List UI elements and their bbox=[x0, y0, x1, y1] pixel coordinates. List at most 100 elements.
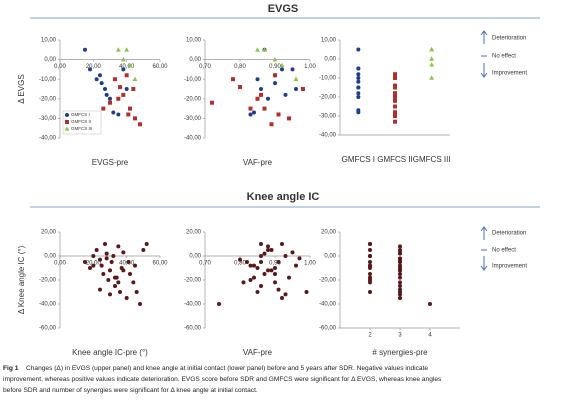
point bbox=[368, 260, 372, 264]
point bbox=[262, 251, 267, 256]
point bbox=[94, 248, 99, 252]
y-tick-label: -20,00 bbox=[184, 278, 202, 284]
legend-marker bbox=[65, 120, 69, 124]
point bbox=[259, 260, 263, 264]
y-tick-label: 0,00 bbox=[44, 57, 56, 63]
point bbox=[398, 260, 402, 264]
point bbox=[116, 96, 121, 101]
point bbox=[356, 91, 361, 96]
x-axis-title: VAF-pre bbox=[243, 348, 273, 357]
point bbox=[116, 280, 121, 285]
y-tick-label: -60,00 bbox=[184, 326, 202, 332]
point bbox=[280, 242, 284, 246]
point bbox=[259, 92, 263, 97]
point bbox=[273, 280, 277, 285]
point bbox=[429, 46, 435, 52]
legend-label: GMFCS I bbox=[71, 112, 90, 117]
point bbox=[393, 110, 397, 115]
side-note: Improvement bbox=[492, 264, 527, 270]
point bbox=[131, 87, 136, 91]
y-tick-label: -10,00 bbox=[184, 77, 202, 83]
y-tick-label: 20,00 bbox=[41, 230, 57, 236]
x-tick-label: 0,70 bbox=[199, 261, 211, 267]
point bbox=[120, 57, 126, 62]
point bbox=[91, 263, 96, 268]
y-tick-label: -10,00 bbox=[319, 76, 337, 82]
point bbox=[398, 263, 402, 268]
point bbox=[116, 244, 121, 249]
point bbox=[106, 278, 111, 282]
legend-label: GMFCS III bbox=[71, 126, 92, 131]
point bbox=[248, 263, 253, 268]
point bbox=[88, 266, 92, 270]
point bbox=[269, 248, 274, 252]
point bbox=[91, 254, 96, 258]
section-title: Knee angle IC bbox=[247, 191, 320, 203]
point bbox=[356, 47, 361, 52]
point bbox=[121, 67, 126, 72]
point bbox=[287, 275, 291, 280]
point bbox=[266, 96, 270, 101]
point bbox=[255, 77, 260, 82]
point bbox=[368, 275, 372, 280]
point bbox=[128, 106, 132, 111]
x-tick-label: 0,90 bbox=[269, 261, 281, 267]
y-tick-label: -40,00 bbox=[319, 133, 337, 139]
x-tick-label: 60,00 bbox=[152, 64, 168, 70]
point bbox=[266, 248, 270, 252]
legend-marker bbox=[64, 126, 70, 131]
point bbox=[262, 272, 267, 276]
point bbox=[248, 112, 253, 117]
point bbox=[217, 302, 221, 306]
point bbox=[297, 256, 302, 261]
y-tick-label: -40,00 bbox=[184, 136, 202, 142]
point bbox=[88, 67, 92, 72]
point bbox=[111, 110, 116, 115]
x-axis-title: EVGS-pre bbox=[92, 158, 129, 167]
point bbox=[113, 284, 117, 288]
point bbox=[255, 266, 260, 270]
y-axis-title: Δ Knee angle IC (°) bbox=[17, 245, 26, 314]
side-note: Deterioration bbox=[492, 231, 526, 237]
point bbox=[245, 260, 249, 264]
y-tick-label: 0,00 bbox=[324, 57, 336, 63]
y-tick-label: 10,00 bbox=[186, 38, 202, 44]
x-tick-label: 0,90 bbox=[269, 64, 281, 70]
y-tick-label: 0,00 bbox=[189, 57, 201, 63]
point bbox=[252, 263, 256, 268]
point bbox=[99, 263, 104, 268]
y-tick-label: -30,00 bbox=[319, 114, 337, 120]
point bbox=[262, 47, 267, 52]
y-tick-label: -40,00 bbox=[184, 302, 202, 308]
point bbox=[368, 280, 372, 285]
point bbox=[104, 256, 109, 261]
point bbox=[290, 67, 295, 72]
x-tick-label: 2 bbox=[368, 333, 372, 339]
legend-box bbox=[62, 110, 102, 135]
y-tick-label: -30,00 bbox=[184, 116, 202, 122]
x-tick-label: 60,00 bbox=[152, 261, 168, 267]
point bbox=[134, 290, 139, 294]
point bbox=[273, 81, 277, 86]
point bbox=[301, 87, 305, 91]
x-tick-label: 4 bbox=[428, 333, 432, 339]
point bbox=[294, 263, 298, 268]
point bbox=[276, 112, 281, 117]
y-tick-label: 0,00 bbox=[324, 254, 336, 260]
point bbox=[368, 254, 372, 258]
point bbox=[269, 122, 274, 127]
point bbox=[259, 284, 263, 288]
point bbox=[279, 62, 285, 68]
point bbox=[259, 254, 263, 258]
point bbox=[266, 268, 270, 273]
y-tick-label: 20,00 bbox=[186, 230, 202, 236]
point bbox=[99, 81, 104, 86]
point bbox=[368, 263, 372, 268]
point bbox=[252, 110, 256, 115]
side-note: Improvement bbox=[492, 71, 527, 77]
point bbox=[101, 272, 106, 276]
caption-label: Fig 1 bbox=[3, 365, 19, 372]
x-tick-label: 40,00 bbox=[119, 261, 135, 267]
point bbox=[248, 106, 253, 111]
